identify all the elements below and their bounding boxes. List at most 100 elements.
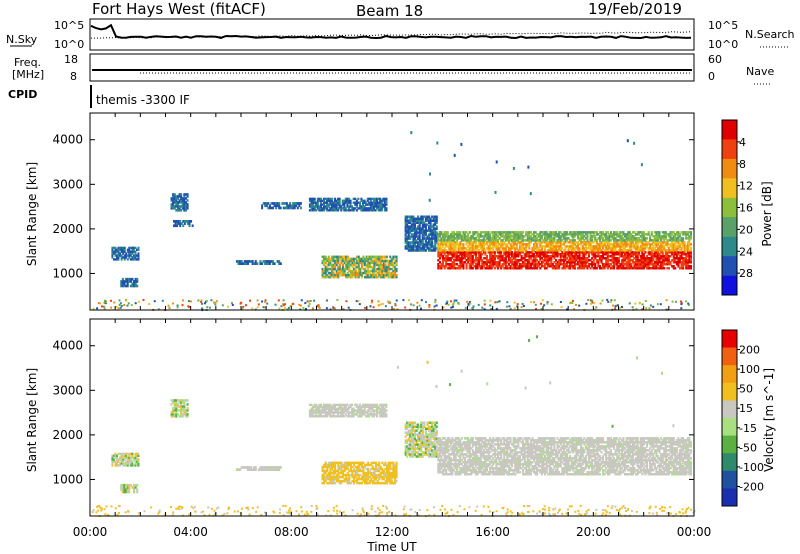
echo-region [261, 202, 302, 210]
nsky-strip-frame [89, 18, 695, 51]
colorbar-tick-label: 28 [739, 267, 753, 280]
nave-label: Nave [746, 65, 774, 78]
echo-region [404, 215, 438, 252]
colorbar-swatch [722, 435, 737, 454]
colorbar-swatch [722, 382, 737, 401]
ytick-label: 4000 [52, 339, 83, 353]
colorbar-swatch [722, 197, 737, 218]
station-title: Fort Hays West (fitACF) [92, 0, 266, 18]
xtick-label: 00:00 [73, 525, 108, 539]
freq-strip-frame [89, 53, 695, 82]
colorbar-tick-label: 12 [739, 180, 753, 193]
colorbar-swatch [722, 275, 737, 296]
xtick-label: 20:00 [576, 525, 611, 539]
colorbar-tick-label: -15 [739, 422, 757, 435]
colorbar-swatch [722, 217, 737, 237]
colorbar-swatch [722, 178, 737, 198]
nsearch-tick-bottom: 10^0 [708, 38, 738, 51]
echo-region [308, 403, 388, 418]
colorbar-tick-label: 200 [739, 344, 760, 357]
echo-region [120, 483, 139, 494]
echo-region [437, 437, 692, 476]
colorbar-tick-label: -50 [739, 441, 757, 454]
echo-region [170, 193, 189, 212]
colorbar-tick-label: 4 [739, 136, 746, 149]
power-yticks: 1000 2000 3000 4000 [52, 113, 695, 310]
colorbar-tick-label: 50 [739, 383, 753, 396]
near-range-band [91, 335, 696, 518]
nave-tick-bottom: 0 [708, 70, 715, 83]
velocity-xticks: 00:00 04:00 08:00 12:00 16:00 20:00 00:00 [73, 525, 712, 539]
colorbar-swatch [722, 139, 737, 160]
echo-region [308, 197, 388, 212]
power-colorbar: 4 8 12 16 20 24 28 [721, 119, 753, 296]
freq-label-2: [MHz] [12, 68, 44, 81]
colorbar-tick-label: 8 [739, 158, 746, 171]
near-range-band [92, 131, 690, 312]
colorbar-tick-label: 20 [739, 223, 753, 236]
colorbar-tick-label: 24 [739, 245, 753, 258]
ytick-label: 1000 [52, 266, 83, 280]
cpid-label: CPID [8, 88, 37, 101]
echo-region [111, 246, 140, 261]
echo-region [236, 260, 282, 265]
colorbar-swatch [722, 488, 737, 507]
date-label: 19/Feb/2019 [588, 0, 682, 18]
time-xlabel: Time UT [366, 540, 417, 554]
velocity-echoes [91, 335, 696, 518]
colorbar-swatch [722, 330, 737, 348]
power-ylabel: Slant Range [km] [25, 162, 39, 266]
velocity-yticks: 1000 2000 3000 4000 [52, 319, 695, 516]
ytick-label: 2000 [52, 222, 83, 236]
colorbar-tick-label: -200 [739, 480, 764, 493]
velocity-ylabel: Slant Range [km] [25, 368, 39, 472]
colorbar-swatch [722, 453, 737, 472]
colorbar-swatch [722, 256, 737, 276]
xtick-label: 00:00 [677, 525, 712, 539]
nsky-label: N.Sky [6, 33, 38, 46]
power-panel: 1000 2000 3000 4000 Slant Range [km] [25, 112, 695, 312]
velocity-colorbar-label: Velocity [m s^-1] [762, 368, 776, 472]
colorbar-swatch [722, 158, 737, 179]
colorbar-tick-label: 100 [739, 363, 760, 376]
power-colorbar-label: Power [dB] [760, 181, 774, 246]
echo-region [120, 277, 139, 288]
nsky-tick-top: 10^5 [54, 19, 84, 32]
echo-region [404, 421, 438, 458]
power-echoes [92, 131, 692, 312]
xtick-label: 08:00 [274, 525, 309, 539]
freq-label-1: Freq. [14, 56, 41, 69]
nsearch-label: N.Search [745, 28, 795, 41]
colorbar-tick-label: 16 [739, 202, 753, 215]
echo-region [236, 466, 282, 471]
ytick-label: 3000 [52, 177, 83, 191]
colorbar-tick-label: -100 [739, 461, 764, 474]
cpid-value: themis -3300 IF [96, 93, 190, 107]
freq-tick-bottom: 8 [70, 70, 77, 83]
echo-region [321, 461, 398, 485]
colorbar-tick-label: 15 [739, 402, 753, 415]
echo-region [437, 231, 692, 270]
echo-region [111, 452, 140, 467]
echo-region [321, 255, 398, 279]
velocity-panel: 1000 2000 3000 4000 00:00 04:00 08:00 12:00 16:… [25, 318, 712, 554]
xtick-label: 12:00 [375, 525, 410, 539]
colorbar-swatch [722, 236, 737, 257]
nsky-trace [90, 23, 692, 40]
nave-tick-top: 60 [708, 53, 722, 66]
colorbar-swatch [722, 120, 737, 140]
velocity-colorbar: 200 100 50 15 -15 -50 -100 -200 [721, 329, 764, 507]
echo-region [173, 220, 194, 228]
xtick-label: 16:00 [475, 525, 510, 539]
ytick-label: 4000 [52, 133, 83, 147]
colorbar-swatch [722, 470, 737, 489]
nsearch-trace [91, 31, 692, 39]
colorbar-swatch [722, 400, 737, 419]
freq-tick-top: 18 [64, 53, 78, 66]
ytick-label: 3000 [52, 383, 83, 397]
colorbar-frame [721, 329, 738, 507]
xtick-label: 04:00 [173, 525, 208, 539]
beam-label: Beam 18 [356, 2, 423, 20]
colorbar-swatch [722, 365, 737, 384]
